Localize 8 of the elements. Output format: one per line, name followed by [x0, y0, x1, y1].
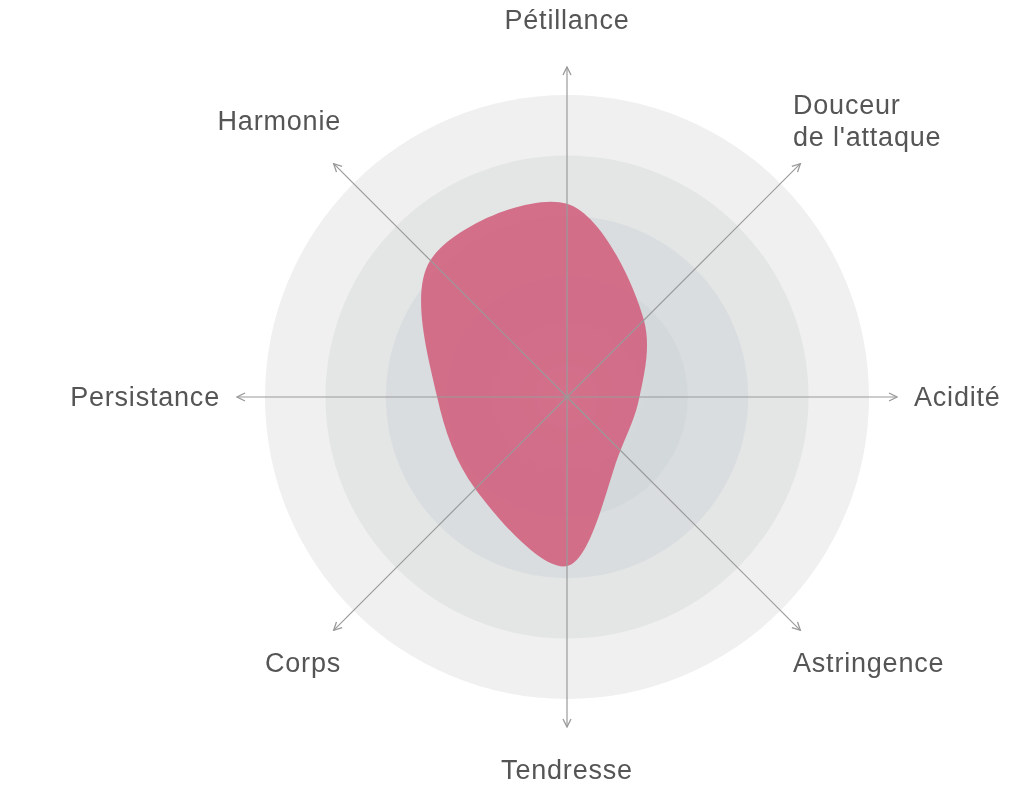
spoke-label: Harmonie — [217, 106, 342, 137]
spoke-label: Douceur de l'attaque — [792, 90, 942, 153]
spoke-label: Corps — [265, 647, 342, 678]
spoke-label: Pétillance — [504, 5, 630, 35]
spoke-label: Acidité — [914, 382, 1001, 412]
spoke-label: Tendresse — [501, 755, 633, 785]
spoke-label: Astringence — [792, 647, 945, 678]
spoke-label: Persistance — [70, 382, 220, 412]
